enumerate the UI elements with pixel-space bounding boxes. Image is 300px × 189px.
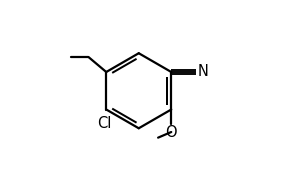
Text: O: O [165,125,177,140]
Text: Cl: Cl [97,116,112,131]
Text: N: N [198,64,209,80]
